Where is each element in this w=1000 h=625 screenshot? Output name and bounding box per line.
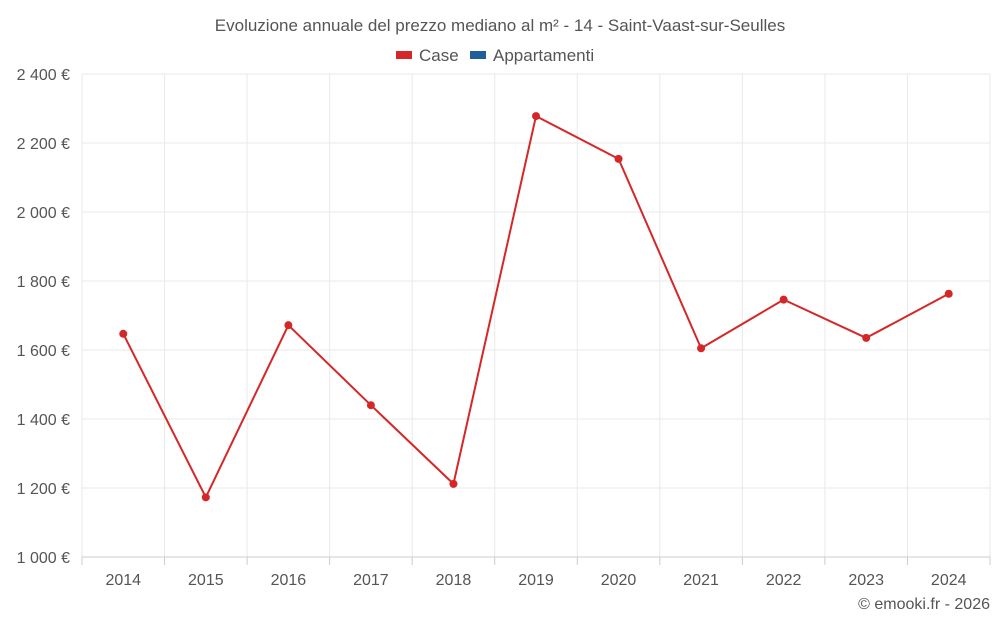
- data-point-case[interactable]: [201, 493, 210, 502]
- data-point-case[interactable]: [697, 344, 706, 353]
- y-tick-label: 1 400 €: [17, 412, 70, 429]
- x-tick-label: 2022: [766, 572, 802, 589]
- legend: Case Appartamenti: [396, 46, 594, 65]
- legend-item-case[interactable]: Case: [396, 46, 459, 65]
- legend-label-case: Case: [419, 46, 459, 65]
- x-tick-label: 2024: [931, 572, 967, 589]
- horizontal-gridlines: [82, 73, 990, 558]
- legend-swatch-case: [396, 51, 412, 59]
- y-tick-label: 1 800 €: [17, 274, 70, 291]
- data-point-case[interactable]: [366, 401, 375, 410]
- data-point-case[interactable]: [119, 329, 128, 338]
- x-tick-label: 2021: [683, 572, 719, 589]
- x-tick-label: 2015: [188, 572, 224, 589]
- data-point-case[interactable]: [532, 112, 540, 121]
- data-point-case[interactable]: [944, 289, 953, 298]
- data-point-case[interactable]: [284, 321, 293, 330]
- x-tick-label: 2023: [848, 572, 884, 589]
- y-tick-label: 1 000 €: [17, 550, 70, 567]
- legend-label-appartamenti: Appartamenti: [493, 46, 594, 65]
- y-tick-label: 2 400 €: [17, 67, 70, 84]
- y-axis-ticks: 1 000 € 1 200 € 1 400 € 1 600 € 1 800 € 2 000…: [17, 67, 70, 567]
- data-point-case[interactable]: [779, 295, 788, 304]
- x-tick-label: 2017: [353, 572, 389, 589]
- x-tick-label: 2019: [518, 572, 554, 589]
- vertical-gridlines: [81, 74, 991, 557]
- x-tick-label: 2016: [271, 572, 307, 589]
- legend-item-appartamenti[interactable]: Appartamenti: [470, 46, 594, 65]
- data-point-case[interactable]: [449, 479, 458, 488]
- legend-swatch-appartamenti: [470, 51, 486, 59]
- x-tick-label: 2020: [601, 572, 637, 589]
- data-point-case[interactable]: [614, 154, 623, 163]
- x-tick-label: 2014: [105, 572, 141, 589]
- x-axis-ticks: 2014 2015 2016 2017 2018 2019 2020 2021 2022 2023…: [81, 557, 991, 589]
- y-tick-label: 2 200 €: [17, 136, 70, 153]
- y-tick-label: 2 000 €: [17, 205, 70, 222]
- y-tick-label: 1 600 €: [17, 343, 70, 360]
- y-tick-label: 1 200 €: [17, 481, 70, 498]
- chart-title: Evoluzione annuale del prezzo mediano al…: [215, 16, 785, 35]
- series-layer: [119, 112, 953, 502]
- credit: © emooki.fr - 2026: [858, 596, 990, 613]
- x-tick-label: 2018: [436, 572, 472, 589]
- data-point-case[interactable]: [862, 333, 871, 342]
